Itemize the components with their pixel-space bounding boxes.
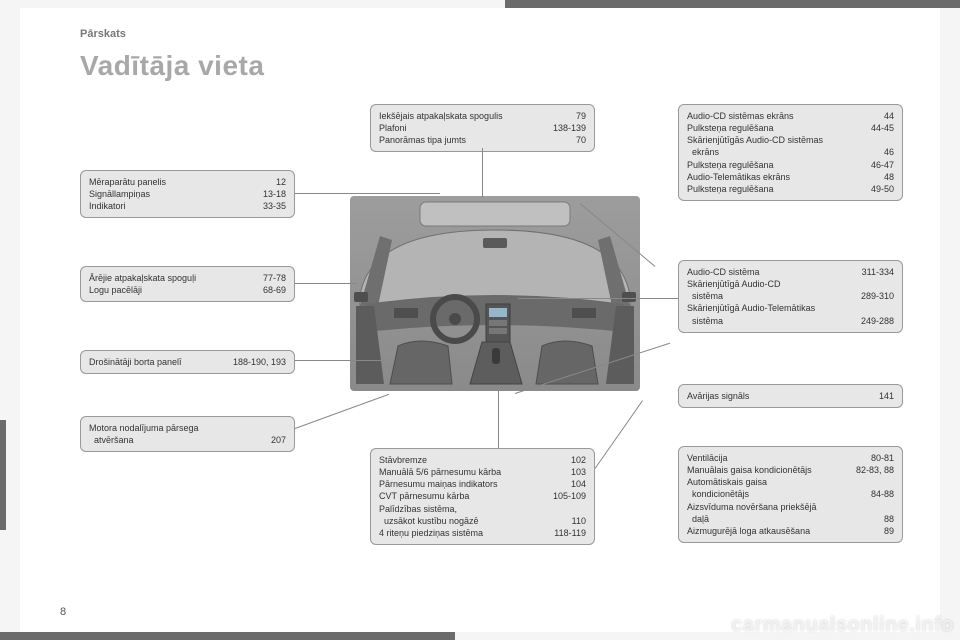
section-label: Pārskats [80,28,126,40]
label: Manuālais gaisa kondicionētājs [687,464,812,476]
label: atvēršana [89,434,134,446]
lead-line [295,193,440,194]
label: sistēma [687,315,723,327]
lead-line [295,394,389,429]
watermark: carmanualsonline.info [731,614,954,637]
pageref: 77-78 [263,272,286,284]
pageref: 82-83, 88 [856,464,894,476]
label: Pulksteņa regulēšana [687,122,774,134]
pageref: 44-45 [871,122,894,134]
pageref: 13-18 [263,188,286,200]
label: Pulksteņa regulēšana [687,183,774,195]
pageref: 289-310 [861,290,894,302]
label: uzsākot kustību nogāzē [379,515,479,527]
pageref: 80-81 [871,452,894,464]
box-hazard: Avārijas signāls 141 [678,384,903,408]
interior-diagram [350,196,640,391]
label: Manuālā 5/6 pārnesumu kārba [379,466,501,478]
pageref: 103 [571,466,586,478]
label: Audio-CD sistēma [687,266,760,278]
pageref: 249-288 [861,315,894,327]
label: Audio-Telemātikas ekrāns [687,171,790,183]
pageref: 68-69 [263,284,286,296]
label: Logu pacēlāji [89,284,142,296]
lead-line [518,298,678,299]
pageref: 188-190, 193 [233,356,286,368]
pageref: 12 [276,176,286,188]
box-roof-mirror: Iekšējais atpakaļskata spogulis 79 Plafon… [370,104,595,152]
decor-tab-left [0,420,6,530]
box-mirrors-windows: Ārējie atpakaļskata spoguļi 77-78 Logu pa… [80,266,295,302]
box-instruments: Mēraparātu panelis 12 Signāllampiņas 13-18… [80,170,295,218]
lead-line [295,283,357,284]
pageref: 105-109 [553,490,586,502]
label: Signāllampiņas [89,188,150,200]
box-bonnet: Motora nodalījuma pārsega atvēršana 207 [80,416,295,452]
label: Mēraparātu panelis [89,176,166,188]
decor-tab-bottom [0,632,455,640]
label: daļā [687,513,709,525]
pageref: 110 [572,515,586,527]
decor-tab-top [505,0,960,8]
pageref: 79 [576,110,586,122]
label: Pārnesumu maiņas indikators [379,478,498,490]
label: Ārējie atpakaļskata spoguļi [89,272,196,284]
label: Stāvbremze [379,454,427,466]
pageref: 88 [884,513,894,525]
label: Aizmugurējā loga atkausēšana [687,525,810,537]
lead-line [595,400,643,469]
lead-line [498,391,499,448]
pageref: 48 [884,171,894,183]
label: Panorāmas tipa jumts [379,134,466,146]
pageref: 49-50 [871,183,894,195]
pageref: 33-35 [263,200,286,212]
label: Pulksteņa regulēšana [687,159,774,171]
label: Palīdzības sistēma, [379,503,457,515]
pageref: 102 [571,454,586,466]
label: Drošinātāji borta panelī [89,356,182,368]
box-ventilation: Ventilācija 80-81 Manuālais gaisa kondici… [678,446,903,543]
label: CVT pārnesumu kārba [379,490,469,502]
pageref: 138-139 [553,122,586,134]
page-number: 8 [60,606,66,618]
label: Indikatori [89,200,126,212]
pageref: 46 [884,146,894,158]
lead-line [295,360,385,361]
pageref: 207 [271,434,286,446]
label: Iekšējais atpakaļskata spogulis [379,110,503,122]
label: Plafoni [379,122,407,134]
page: Pārskats Vadītāja vieta [20,8,940,632]
pageref: 44 [884,110,894,122]
label: Aizsvīduma novēršana priekšējā [687,501,817,513]
label: Skārienjūtīgās Audio-CD sistēmas [687,134,823,146]
label: Ventilācija [687,452,728,464]
pageref: 118-119 [554,527,586,539]
lead-line [482,148,483,198]
label: sistēma [687,290,723,302]
label: Automātiskais gaisa [687,476,767,488]
pageref: 89 [884,525,894,537]
pageref: 141 [879,390,894,402]
pageref: 70 [576,134,586,146]
pageref: 311-334 [862,266,894,278]
label: Skārienjūtīgā Audio-Telemātikas [687,302,815,314]
label: Motora nodalījuma pārsega [89,422,199,434]
label: Avārijas signāls [687,390,749,402]
label: Skārienjūtīgā Audio-CD [687,278,781,290]
label: Audio-CD sistēmas ekrāns [687,110,794,122]
box-fuses: Drošinātāji borta panelī 188-190, 193 [80,350,295,374]
box-audio-systems: Audio-CD sistēma 311-334 Skārienjūtīgā Au… [678,260,903,333]
box-transmission: Stāvbremze 102 Manuālā 5/6 pārnesumu kārb… [370,448,595,545]
pageref: 46-47 [871,159,894,171]
box-audio-screens: Audio-CD sistēmas ekrāns 44 Pulksteņa reg… [678,104,903,201]
pageref: 104 [571,478,586,490]
label: 4 riteņu piedziņas sistēma [379,527,483,539]
label: kondicionētājs [687,488,749,500]
label: ekrāns [687,146,719,158]
page-title: Vadītāja vieta [80,50,264,82]
pageref: 84-88 [871,488,894,500]
